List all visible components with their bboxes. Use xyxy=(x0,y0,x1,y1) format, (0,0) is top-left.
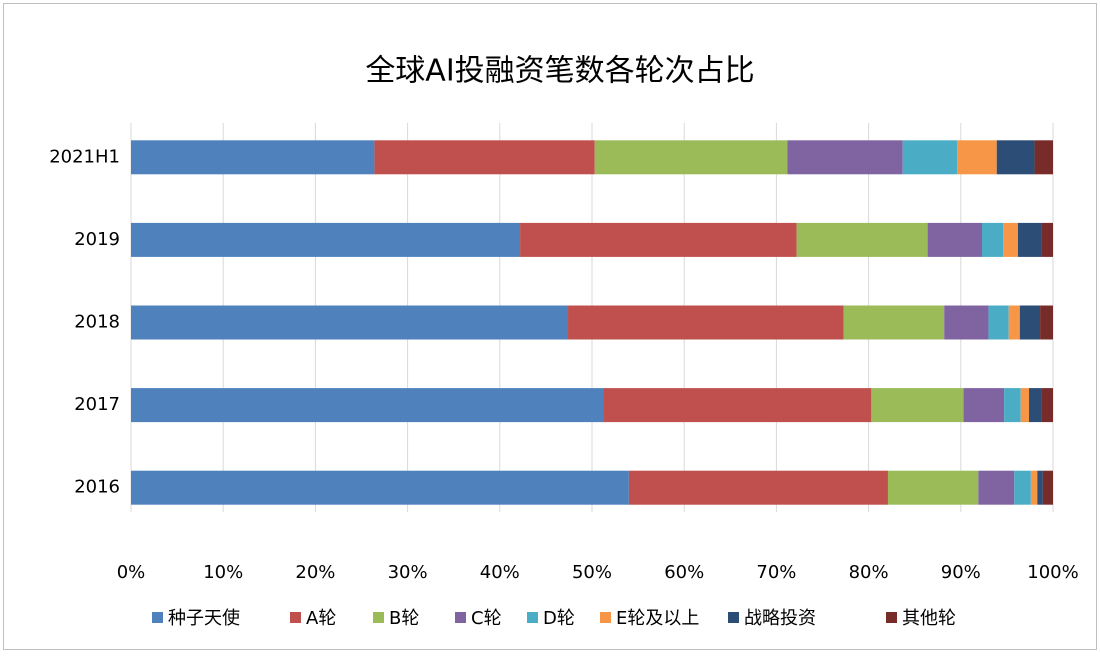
x-tick-label: 50% xyxy=(572,562,612,583)
bar-segment xyxy=(963,388,1005,423)
bar-segment xyxy=(603,388,872,423)
bar-segment xyxy=(594,140,788,175)
bar-segment xyxy=(131,140,375,175)
bar-segment xyxy=(1037,470,1043,505)
y-tick-label: 2018 xyxy=(74,312,120,333)
legend-label: 其他轮 xyxy=(902,608,956,629)
legend-swatch xyxy=(886,612,897,623)
y-tick-label: 2019 xyxy=(74,229,120,250)
x-tick-label: 60% xyxy=(664,562,704,583)
bar-segment xyxy=(131,470,629,505)
bar-segment xyxy=(1030,470,1038,505)
y-tick-label: 2017 xyxy=(74,394,120,415)
legend-label: D轮 xyxy=(543,608,575,629)
legend-swatch xyxy=(527,612,538,623)
legend-swatch xyxy=(455,612,466,623)
x-tick-label: 0% xyxy=(117,562,146,583)
legend-label: A轮 xyxy=(306,608,336,629)
bar-segment xyxy=(628,470,888,505)
legend-swatch xyxy=(600,612,611,623)
bar-segment xyxy=(796,222,928,257)
legend-label: 战略投资 xyxy=(744,608,816,629)
y-tick-label: 2021H1 xyxy=(49,146,120,167)
x-tick-label: 70% xyxy=(756,562,796,583)
legend-label: E轮及以上 xyxy=(616,608,699,629)
bar-segment xyxy=(978,470,1015,505)
x-tick-label: 100% xyxy=(1027,562,1078,583)
bar-segment xyxy=(1041,388,1053,423)
bar-segment xyxy=(1041,222,1053,257)
bar-segment xyxy=(1003,222,1018,257)
bar-segment xyxy=(1017,222,1042,257)
x-tick-label: 90% xyxy=(941,562,981,583)
bar-segment xyxy=(902,140,958,175)
bar-segment xyxy=(1042,470,1053,505)
bar-segment xyxy=(1014,470,1031,505)
legend-swatch xyxy=(152,612,163,623)
bar-segment xyxy=(944,305,989,340)
bar-segment xyxy=(1004,388,1021,423)
bar-segment xyxy=(957,140,997,175)
legend-swatch xyxy=(290,612,301,623)
bar-segment xyxy=(374,140,595,175)
y-tick-label: 2016 xyxy=(74,477,120,498)
bar-segment xyxy=(568,305,844,340)
bar-segment xyxy=(520,222,797,257)
legend-swatch xyxy=(373,612,384,623)
bar-segment xyxy=(887,470,979,505)
chart-title: 全球AI投融资笔数各轮次占比 xyxy=(365,54,754,89)
bar-segment xyxy=(1019,305,1041,340)
legend-swatch xyxy=(728,612,739,623)
bar-segment xyxy=(871,388,964,423)
bar-segment xyxy=(787,140,903,175)
bar-segment xyxy=(996,140,1035,175)
x-tick-label: 80% xyxy=(849,562,889,583)
bar-segment xyxy=(1034,140,1053,175)
x-tick-label: 30% xyxy=(388,562,428,583)
bar-segment xyxy=(1008,305,1020,340)
legend-label: B轮 xyxy=(389,608,419,629)
bar-segment xyxy=(1029,388,1042,423)
x-tick-label: 10% xyxy=(203,562,243,583)
bar-segment xyxy=(927,222,983,257)
bar-segment xyxy=(988,305,1009,340)
bar-segment xyxy=(131,388,604,423)
bar-segment xyxy=(131,222,521,257)
legend-label: 种子天使 xyxy=(168,608,240,629)
x-tick-label: 20% xyxy=(295,562,335,583)
bar-segment xyxy=(1020,388,1030,423)
bar-segment xyxy=(131,305,569,340)
bar-segment xyxy=(1040,305,1053,340)
bar-segment xyxy=(982,222,1004,257)
x-tick-label: 40% xyxy=(480,562,520,583)
bar-segment xyxy=(843,305,945,340)
legend-label: C轮 xyxy=(471,608,502,629)
